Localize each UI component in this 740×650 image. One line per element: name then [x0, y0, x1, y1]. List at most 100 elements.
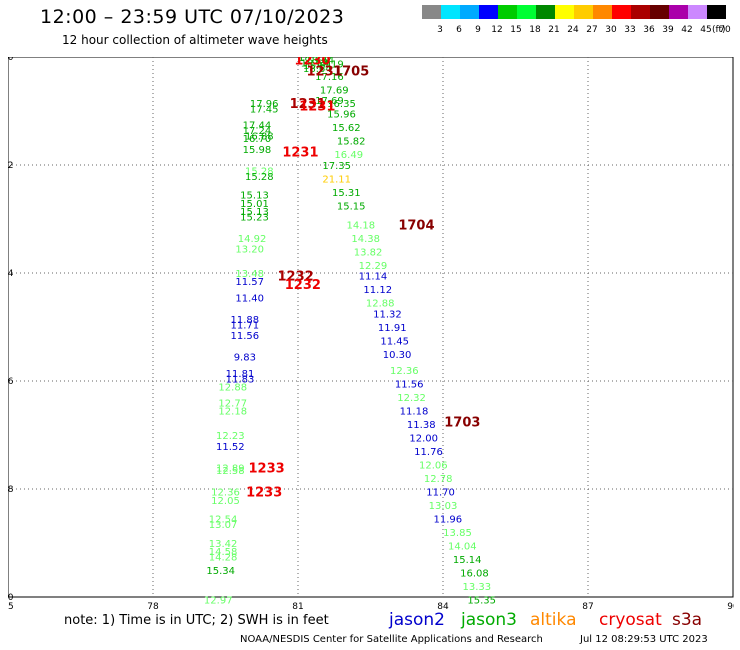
wave-height-value: 12.58	[216, 466, 245, 477]
wave-height-value: 15.31	[332, 188, 361, 199]
legend-label: 18	[529, 25, 541, 35]
wave-height-value: 9.83	[234, 353, 256, 364]
wave-height-value: 14.58	[209, 547, 238, 558]
footer-note: note: 1) Time is in UTC; 2) SWH is in fe…	[64, 613, 329, 628]
legend-label: 39	[662, 25, 674, 35]
lat-label: 48	[8, 485, 14, 495]
legend-swatch	[688, 5, 707, 19]
legend-swatch	[517, 5, 536, 19]
wave-height-value: 12.78	[424, 474, 453, 485]
wave-height-value: 11.71	[231, 320, 260, 331]
wave-height-value: 11.18	[400, 407, 429, 418]
legend-swatch	[650, 5, 669, 19]
wave-height-value: 11.57	[235, 277, 264, 288]
wave-height-value: 17.69	[320, 85, 349, 96]
legend-swatch	[593, 5, 612, 19]
legend-label: 6	[456, 25, 462, 35]
legend-swatch	[498, 5, 517, 19]
satellite-jason2: jason2	[389, 610, 445, 630]
chart-subtitle: 12 hour collection of altimeter wave hei…	[62, 33, 328, 47]
wave-height-value: 11.14	[359, 272, 388, 283]
wave-height-value: 12.88	[366, 299, 395, 310]
lat-label: 44	[8, 269, 14, 279]
lon-label: 81	[292, 602, 303, 609]
lon-label: 84	[437, 602, 449, 609]
wave-height-value: 17.45	[250, 104, 279, 115]
legend-swatch	[669, 5, 688, 19]
legend-label: 33	[624, 25, 636, 35]
pass-time-label: 1231	[299, 100, 335, 115]
legend-label: 3	[437, 25, 443, 35]
legend-label: 9	[475, 25, 481, 35]
wave-height-value: 12.29	[359, 261, 388, 272]
legend-unit: (ft)	[712, 25, 726, 35]
wave-height-value: 13.33	[463, 582, 492, 593]
wave-height-value: 12.54	[209, 515, 238, 526]
lat-label: 40	[8, 57, 14, 63]
satellite-cryosat: cryosat	[599, 610, 662, 630]
wave-height-value: 15.15	[337, 202, 366, 213]
wave-height-value: 15.01	[240, 199, 269, 210]
wave-height-value: 12.00	[409, 434, 438, 445]
map-border	[7, 56, 734, 598]
wave-height-value: 12.18	[218, 407, 247, 418]
wave-height-value: 18.64	[301, 58, 330, 69]
wave-height-value: 12.23	[216, 431, 245, 442]
wave-height-value: 13.82	[354, 247, 383, 258]
legend-swatch	[422, 5, 441, 19]
lat-label: 46	[8, 377, 14, 387]
legend-label: 45	[700, 25, 712, 35]
wave-height-value: 15.13	[240, 207, 269, 218]
wave-height-value: 14.92	[238, 234, 267, 245]
wave-height-value: 11.70	[426, 488, 455, 499]
legend-swatch	[479, 5, 498, 19]
wave-height-value: 15.28	[245, 166, 274, 177]
wave-height-value: 11.81	[226, 369, 255, 380]
wave-height-value: 12.97	[204, 596, 233, 607]
wave-height-value: 11.52	[216, 442, 245, 453]
legend-swatch	[460, 5, 479, 19]
wave-height-value: 21.11	[322, 175, 351, 186]
wave-height-value: 11.76	[414, 447, 443, 458]
legend-label: 24	[567, 25, 579, 35]
wave-height-value: 15.35	[467, 596, 496, 607]
wave-height-value: 18.64	[303, 64, 332, 75]
wave-height-value: 11.12	[363, 285, 392, 296]
pass-time-label: 1231	[290, 97, 326, 112]
chart-title: 12:00 – 23:59 UTC 07/10/2023	[40, 6, 345, 28]
wave-height-value: 12.36	[211, 488, 240, 499]
legend-swatch	[574, 5, 593, 19]
pass-time-label: 1231	[306, 65, 342, 80]
wave-height-value: 14.28	[209, 553, 238, 564]
wave-height-value: 16.49	[334, 150, 363, 161]
pass-time-label: 1231	[282, 146, 318, 161]
pass-time-label: 1233	[246, 486, 282, 501]
wave-height-value: 11.45	[380, 337, 409, 348]
wave-height-value: 17.19	[315, 59, 344, 70]
wave-height-value: 15.13	[240, 191, 269, 202]
lon-label: 75	[8, 602, 14, 609]
legend-swatch	[707, 5, 726, 19]
pass-time-label: 1232	[285, 278, 321, 293]
lon-label: 78	[147, 602, 159, 609]
legend-label: 36	[643, 25, 655, 35]
lon-label: 87	[582, 602, 593, 609]
wave-height-value: 14.18	[347, 220, 376, 231]
wave-height-value: 13.07	[209, 520, 238, 531]
legend-swatch	[441, 5, 460, 19]
lon-label: 90	[727, 602, 734, 609]
wave-height-value: 12.32	[397, 393, 426, 404]
wave-height-value: 17.35	[322, 161, 351, 172]
pass-time-label: 1703	[444, 416, 480, 431]
pass-time-label: 1704	[398, 218, 434, 233]
legend-label: 70	[719, 25, 731, 35]
wave-height-value: 17.44	[243, 121, 272, 132]
legend-label: 30	[605, 25, 617, 35]
wave-height-value: 14.38	[351, 234, 380, 245]
lat-label: 50	[8, 593, 14, 603]
legend-label: 12	[491, 25, 503, 35]
wave-height-value: 11.83	[226, 374, 255, 385]
wave-height-value: 12.05	[211, 496, 240, 507]
wave-height-value: 11.88	[231, 315, 260, 326]
credit-line: NOAA/NESDIS Center for Satellite Applica…	[240, 634, 543, 645]
